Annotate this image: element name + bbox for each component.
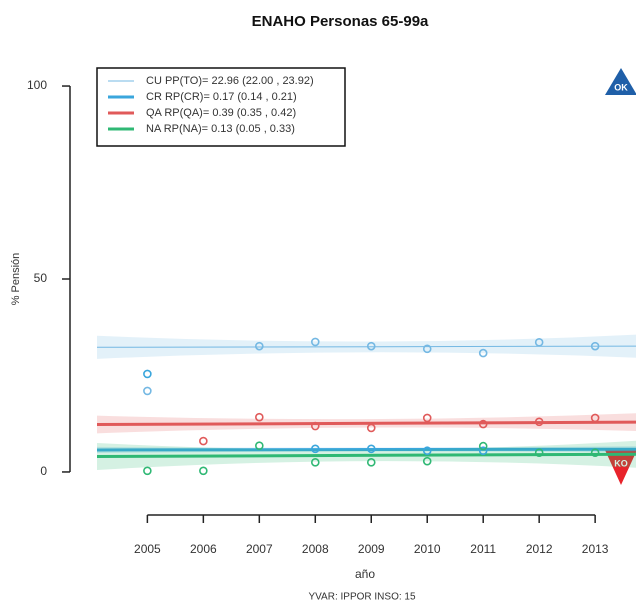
data-point	[310, 444, 320, 454]
data-point	[366, 341, 376, 351]
data-point	[310, 421, 320, 431]
legend-label: QA RP(QA)= 0.39 (0.35 , 0.42)	[146, 107, 296, 119]
y-tick-label: 0	[40, 464, 47, 478]
data-point	[478, 419, 488, 429]
x-tick-label: 2007	[246, 542, 273, 556]
data-point	[366, 444, 376, 454]
data-point	[478, 441, 488, 451]
fit-line	[96, 452, 636, 459]
fit-line	[96, 345, 636, 348]
data-point	[255, 441, 264, 451]
x-axis-label: año	[355, 567, 375, 581]
data-point	[143, 386, 152, 396]
data-point	[255, 341, 264, 351]
data-point	[255, 412, 264, 422]
x-tick-label: 2013	[582, 542, 609, 556]
data-point	[478, 446, 488, 456]
y-axis-label: % Pensión	[10, 253, 22, 306]
legend-label: CR RP(CR)= 0.17 (0.14 , 0.21)	[146, 91, 297, 103]
data-point	[590, 341, 600, 351]
data-point	[422, 446, 432, 456]
ok-badge	[605, 68, 636, 95]
data-point	[143, 466, 152, 476]
data-point	[534, 448, 544, 457]
data-point	[199, 466, 208, 476]
data-point	[478, 348, 488, 358]
data-point	[422, 413, 432, 423]
data-point	[422, 456, 432, 466]
footer: YVAR: IPPOR INSO: 15	[308, 592, 416, 603]
legend-label: CU PP(TO)= 22.96 (22.00 , 23.92)	[146, 75, 314, 87]
y-tick-label: 100	[27, 78, 47, 92]
data-point	[534, 417, 544, 427]
data-point	[534, 337, 544, 347]
fit-line	[96, 420, 636, 426]
x-tick-label: 2006	[190, 542, 217, 556]
y-tick-label: 50	[34, 271, 48, 285]
data-point	[310, 337, 320, 347]
legend-box	[96, 67, 346, 147]
x-tick-label: 2005	[134, 542, 161, 556]
x-tick-label: 2008	[302, 542, 329, 556]
x-tick-label: 2012	[526, 542, 553, 556]
data-point	[422, 344, 432, 354]
data-point	[310, 458, 320, 467]
data-point	[199, 436, 208, 446]
fit-line	[96, 447, 636, 452]
data-point	[143, 369, 152, 379]
x-tick-label: 2010	[414, 542, 441, 556]
chart-title: ENAHO Personas 65-99a	[252, 13, 429, 30]
legend-label: NA RP(NA)= 0.13 (0.05 , 0.33)	[146, 123, 295, 135]
ok-badge-label: OK	[614, 82, 628, 92]
x-tick-label: 2011	[470, 542, 496, 556]
ko-badge	[605, 450, 636, 485]
ko-badge-label: KO	[614, 458, 628, 468]
data-point	[590, 448, 600, 457]
data-point	[590, 413, 600, 423]
x-tick-label: 2009	[358, 542, 385, 556]
data-point	[366, 458, 376, 467]
data-point	[366, 423, 376, 433]
